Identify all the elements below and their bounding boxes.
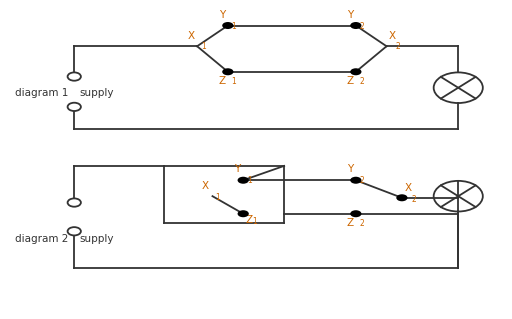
Text: Z: Z — [346, 76, 353, 85]
Text: 1: 1 — [201, 42, 205, 51]
Text: supply: supply — [79, 87, 114, 98]
Text: 2: 2 — [396, 42, 400, 51]
Text: Y: Y — [219, 10, 225, 20]
Text: Y: Y — [347, 165, 353, 174]
Circle shape — [350, 210, 361, 217]
Text: 2: 2 — [411, 195, 416, 204]
Text: 1: 1 — [247, 176, 251, 185]
Circle shape — [222, 22, 233, 29]
Text: Z: Z — [246, 215, 253, 225]
Text: Y: Y — [347, 10, 353, 20]
Text: supply: supply — [79, 234, 114, 244]
Circle shape — [68, 227, 81, 235]
Circle shape — [68, 198, 81, 207]
Text: X: X — [404, 183, 412, 193]
Circle shape — [396, 194, 408, 201]
Text: 2: 2 — [359, 176, 364, 185]
Text: 2: 2 — [359, 22, 364, 31]
Text: 2: 2 — [359, 77, 364, 86]
Text: 1: 1 — [231, 77, 236, 86]
Circle shape — [238, 177, 249, 184]
Circle shape — [222, 68, 233, 75]
Text: 1: 1 — [215, 193, 220, 202]
Circle shape — [350, 177, 361, 184]
Circle shape — [350, 22, 361, 29]
Text: Y: Y — [234, 165, 241, 174]
Circle shape — [68, 72, 81, 81]
Circle shape — [68, 103, 81, 111]
Text: X: X — [389, 31, 396, 41]
Text: 1: 1 — [252, 217, 257, 226]
Text: diagram 2: diagram 2 — [15, 234, 69, 244]
Text: Z: Z — [218, 76, 225, 85]
Text: 1: 1 — [231, 22, 236, 31]
Text: diagram 1: diagram 1 — [15, 87, 69, 98]
Text: 2: 2 — [359, 219, 364, 228]
Circle shape — [238, 210, 249, 217]
Circle shape — [350, 68, 361, 75]
Text: X: X — [187, 31, 195, 41]
Text: Z: Z — [346, 218, 353, 227]
Text: X: X — [201, 182, 208, 191]
